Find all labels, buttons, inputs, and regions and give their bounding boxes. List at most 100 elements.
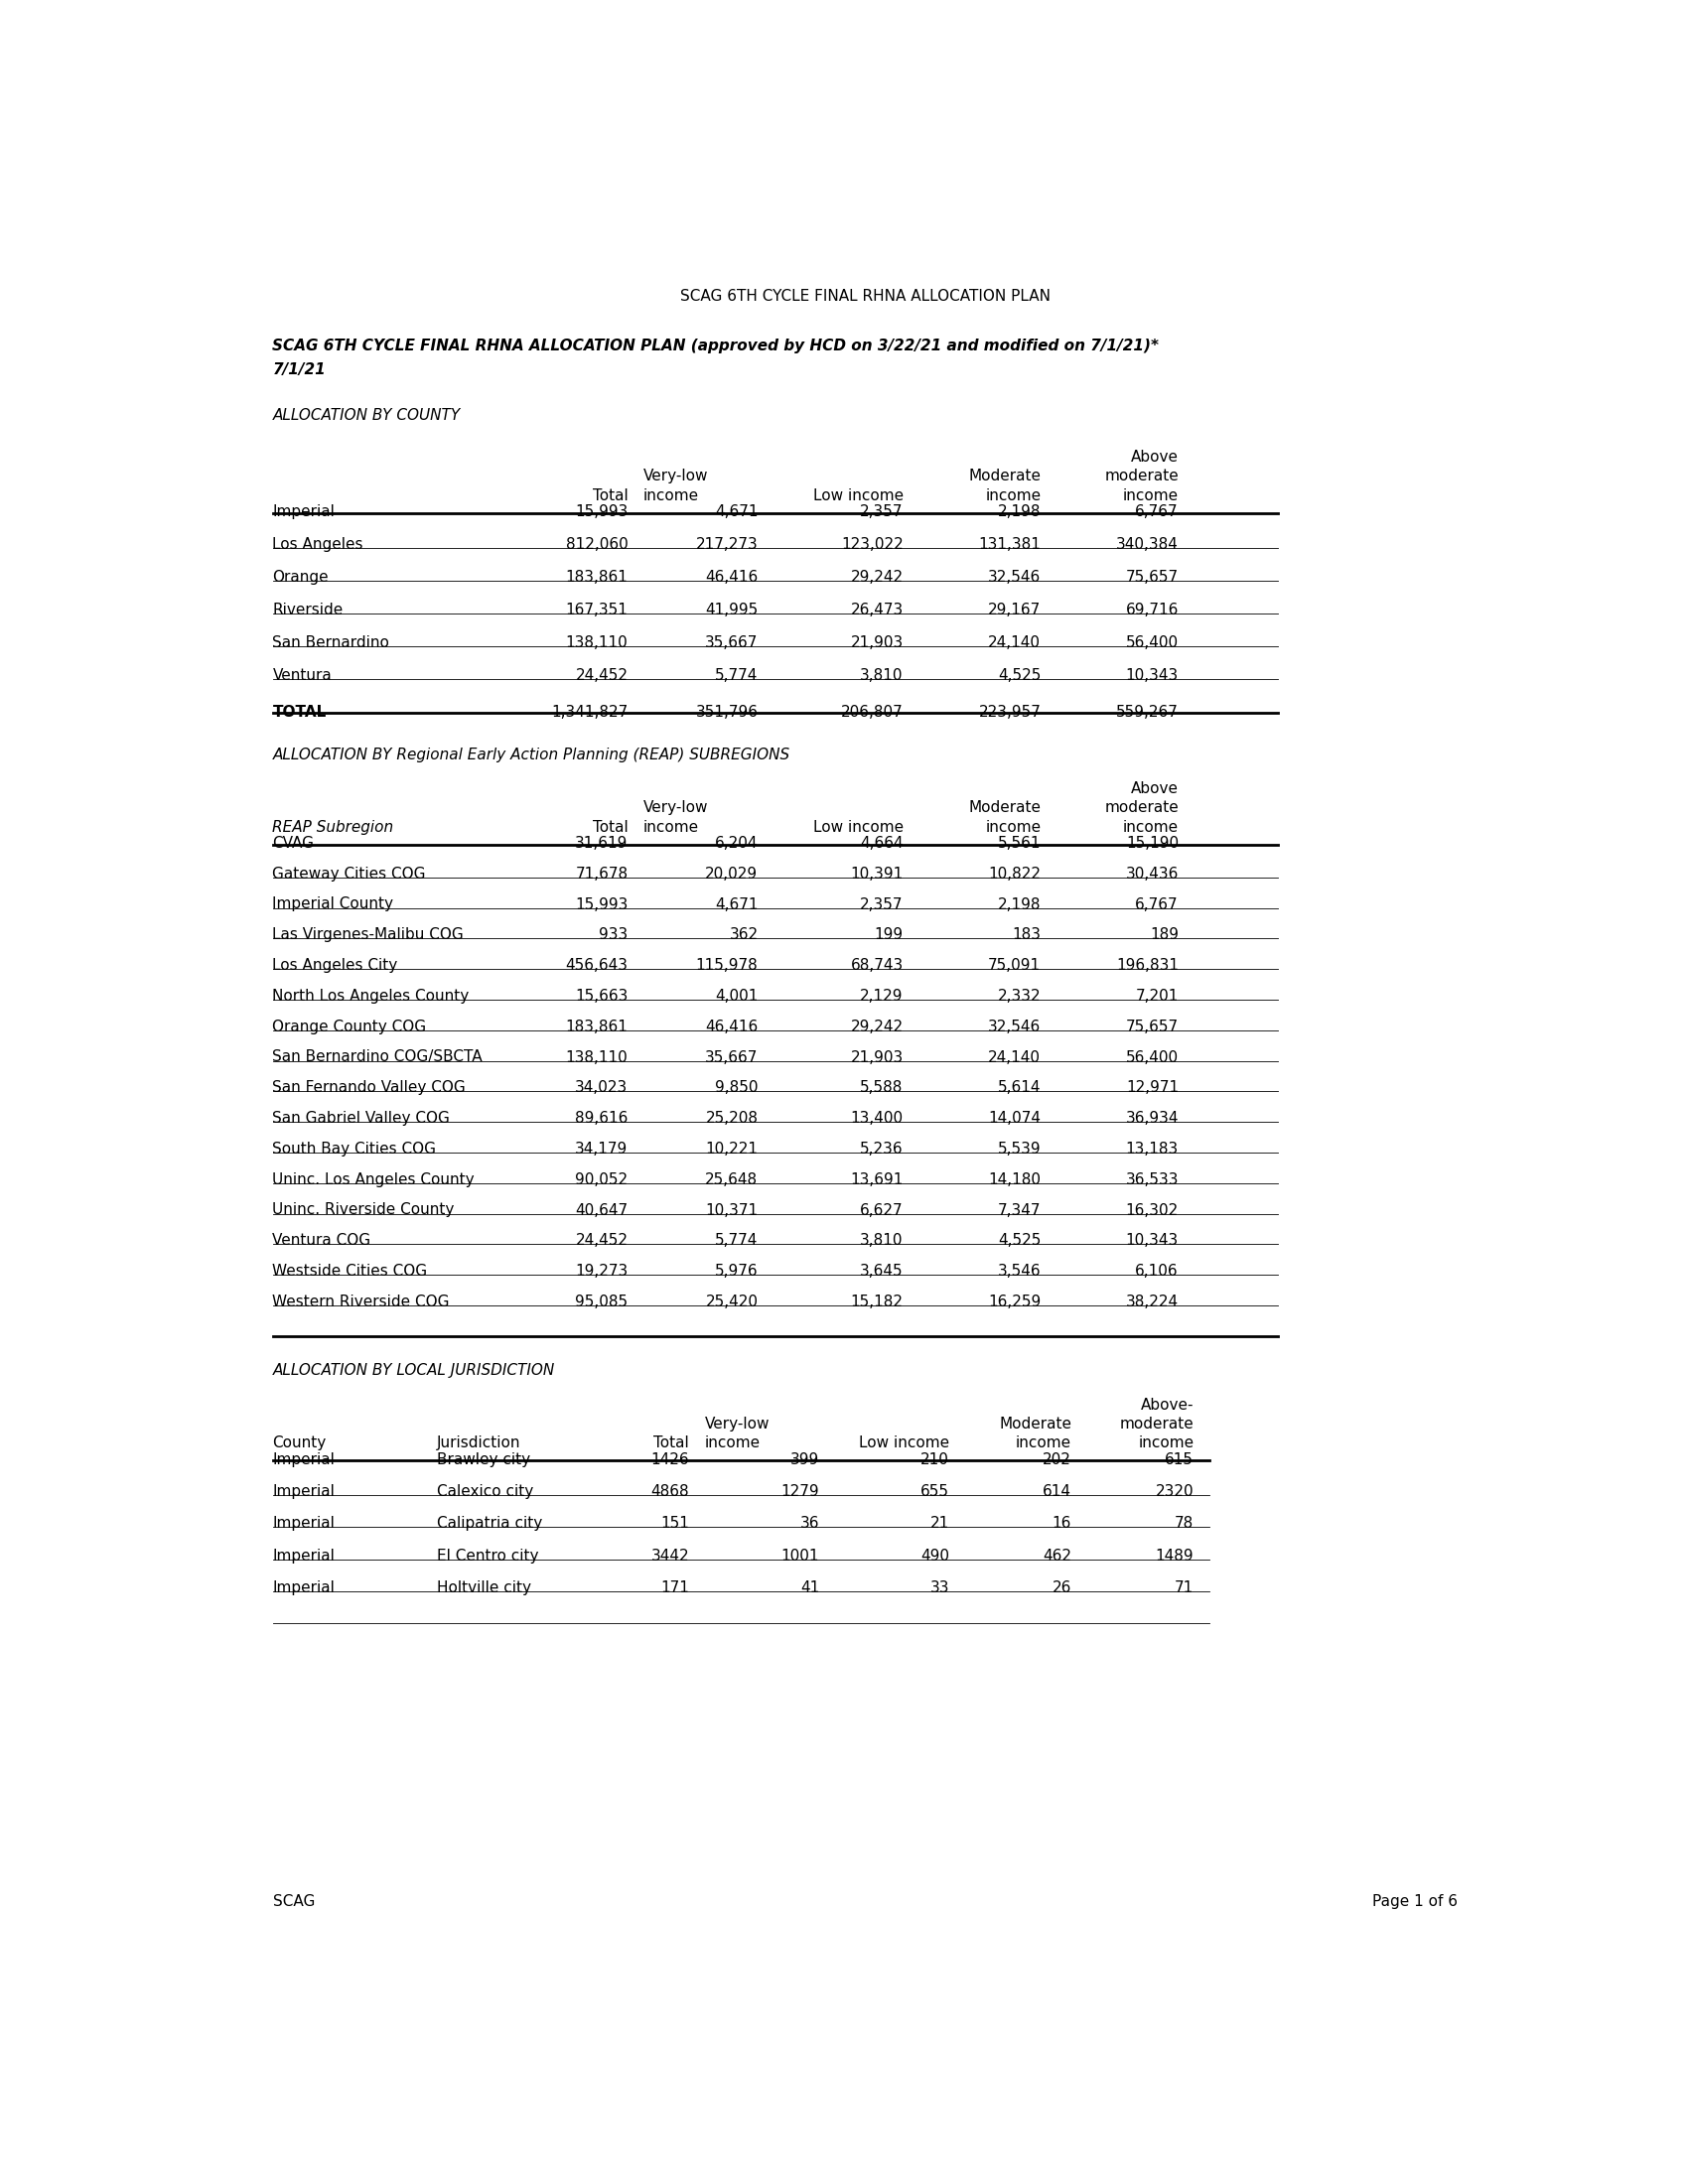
Text: 6,204: 6,204 [714, 836, 758, 850]
Text: 183,861: 183,861 [565, 570, 628, 585]
Text: income: income [643, 487, 699, 502]
Text: 4,001: 4,001 [716, 989, 758, 1005]
Text: 199: 199 [874, 928, 903, 943]
Text: Moderate: Moderate [969, 470, 1041, 485]
Text: 36: 36 [800, 1516, 819, 1531]
Text: 462: 462 [1043, 1548, 1072, 1564]
Text: 131,381: 131,381 [979, 537, 1041, 553]
Text: Las Virgenes-Malibu COG: Las Virgenes-Malibu COG [272, 928, 464, 943]
Text: 6,767: 6,767 [1136, 505, 1178, 520]
Text: 2320: 2320 [1156, 1483, 1193, 1498]
Text: Low income: Low income [814, 487, 903, 502]
Text: Los Angeles: Los Angeles [272, 537, 363, 553]
Text: 362: 362 [729, 928, 758, 943]
Text: Ventura: Ventura [272, 668, 333, 684]
Text: 30,436: 30,436 [1126, 867, 1178, 880]
Text: 16,259: 16,259 [987, 1295, 1041, 1308]
Text: 56,400: 56,400 [1126, 1051, 1178, 1066]
Text: Above-: Above- [1141, 1398, 1193, 1413]
Text: 933: 933 [599, 928, 628, 943]
Text: Orange County COG: Orange County COG [272, 1020, 427, 1035]
Text: Very-low: Very-low [643, 470, 709, 485]
Text: 68,743: 68,743 [851, 959, 903, 974]
Text: Imperial: Imperial [272, 1548, 334, 1564]
Text: 21,903: 21,903 [851, 636, 903, 651]
Text: 3,810: 3,810 [861, 1234, 903, 1247]
Text: income: income [643, 819, 699, 834]
Text: SCAG 6TH CYCLE FINAL RHNA ALLOCATION PLAN: SCAG 6TH CYCLE FINAL RHNA ALLOCATION PLA… [680, 288, 1050, 304]
Text: San Bernardino COG/SBCTA: San Bernardino COG/SBCTA [272, 1051, 483, 1066]
Text: 399: 399 [790, 1452, 819, 1468]
Text: 5,774: 5,774 [716, 1234, 758, 1247]
Text: 351,796: 351,796 [695, 705, 758, 721]
Text: 3,645: 3,645 [859, 1265, 903, 1280]
Text: 24,140: 24,140 [987, 636, 1041, 651]
Text: 4,525: 4,525 [998, 1234, 1041, 1247]
Text: Low income: Low income [859, 1435, 949, 1450]
Text: County: County [272, 1435, 326, 1450]
Text: 123,022: 123,022 [841, 537, 903, 553]
Text: 21,903: 21,903 [851, 1051, 903, 1066]
Text: 183: 183 [1013, 928, 1041, 943]
Text: 7,347: 7,347 [998, 1203, 1041, 1219]
Text: 1001: 1001 [782, 1548, 819, 1564]
Text: Total: Total [592, 819, 628, 834]
Text: 5,614: 5,614 [998, 1081, 1041, 1096]
Text: 21: 21 [930, 1516, 949, 1531]
Text: 26,473: 26,473 [851, 603, 903, 618]
Text: moderate: moderate [1104, 802, 1178, 815]
Text: CVAG: CVAG [272, 836, 314, 850]
Text: Total: Total [592, 487, 628, 502]
Text: 10,343: 10,343 [1126, 1234, 1178, 1247]
Text: 15,663: 15,663 [576, 989, 628, 1005]
Text: income: income [1123, 487, 1178, 502]
Text: Brawley city: Brawley city [437, 1452, 530, 1468]
Text: income: income [986, 819, 1041, 834]
Text: 14,074: 14,074 [987, 1112, 1041, 1127]
Text: North Los Angeles County: North Los Angeles County [272, 989, 469, 1005]
Text: 7,201: 7,201 [1136, 989, 1178, 1005]
Text: San Fernando Valley COG: San Fernando Valley COG [272, 1081, 466, 1096]
Text: 340,384: 340,384 [1116, 537, 1178, 553]
Text: 1279: 1279 [782, 1483, 819, 1498]
Text: 25,420: 25,420 [706, 1295, 758, 1308]
Text: 75,091: 75,091 [987, 959, 1041, 974]
Text: 34,179: 34,179 [576, 1142, 628, 1158]
Text: SCAG: SCAG [272, 1894, 314, 1909]
Text: 19,273: 19,273 [576, 1265, 628, 1280]
Text: 36,934: 36,934 [1126, 1112, 1178, 1127]
Text: income: income [1138, 1435, 1193, 1450]
Text: Holtville city: Holtville city [437, 1581, 532, 1594]
Text: Low income: Low income [814, 819, 903, 834]
Text: 5,539: 5,539 [998, 1142, 1041, 1158]
Text: 1426: 1426 [652, 1452, 689, 1468]
Text: 36,533: 36,533 [1126, 1173, 1178, 1188]
Text: Calipatria city: Calipatria city [437, 1516, 542, 1531]
Text: SCAG 6TH CYCLE FINAL RHNA ALLOCATION PLAN (approved by HCD on 3/22/21 and modifi: SCAG 6TH CYCLE FINAL RHNA ALLOCATION PLA… [272, 339, 1160, 354]
Text: Riverside: Riverside [272, 603, 343, 618]
Text: 115,978: 115,978 [695, 959, 758, 974]
Text: income: income [704, 1435, 760, 1450]
Text: 24,452: 24,452 [576, 1234, 628, 1247]
Text: TOTAL: TOTAL [272, 705, 326, 721]
Text: Gateway Cities COG: Gateway Cities COG [272, 867, 425, 880]
Text: 138,110: 138,110 [565, 636, 628, 651]
Text: 3442: 3442 [652, 1548, 689, 1564]
Text: El Centro city: El Centro city [437, 1548, 538, 1564]
Text: 41,995: 41,995 [706, 603, 758, 618]
Text: 615: 615 [1165, 1452, 1193, 1468]
Text: Total: Total [653, 1435, 689, 1450]
Text: Above: Above [1131, 782, 1178, 797]
Text: Moderate: Moderate [999, 1417, 1072, 1433]
Text: 202: 202 [1043, 1452, 1072, 1468]
Text: 35,667: 35,667 [706, 1051, 758, 1066]
Text: 24,140: 24,140 [987, 1051, 1041, 1066]
Text: ALLOCATION BY COUNTY: ALLOCATION BY COUNTY [272, 408, 461, 424]
Text: Los Angeles City: Los Angeles City [272, 959, 398, 974]
Text: Imperial: Imperial [272, 1516, 334, 1531]
Text: 71,678: 71,678 [576, 867, 628, 880]
Text: 2,357: 2,357 [861, 898, 903, 913]
Text: 32,546: 32,546 [987, 570, 1041, 585]
Text: 4,671: 4,671 [714, 898, 758, 913]
Text: 34,023: 34,023 [576, 1081, 628, 1096]
